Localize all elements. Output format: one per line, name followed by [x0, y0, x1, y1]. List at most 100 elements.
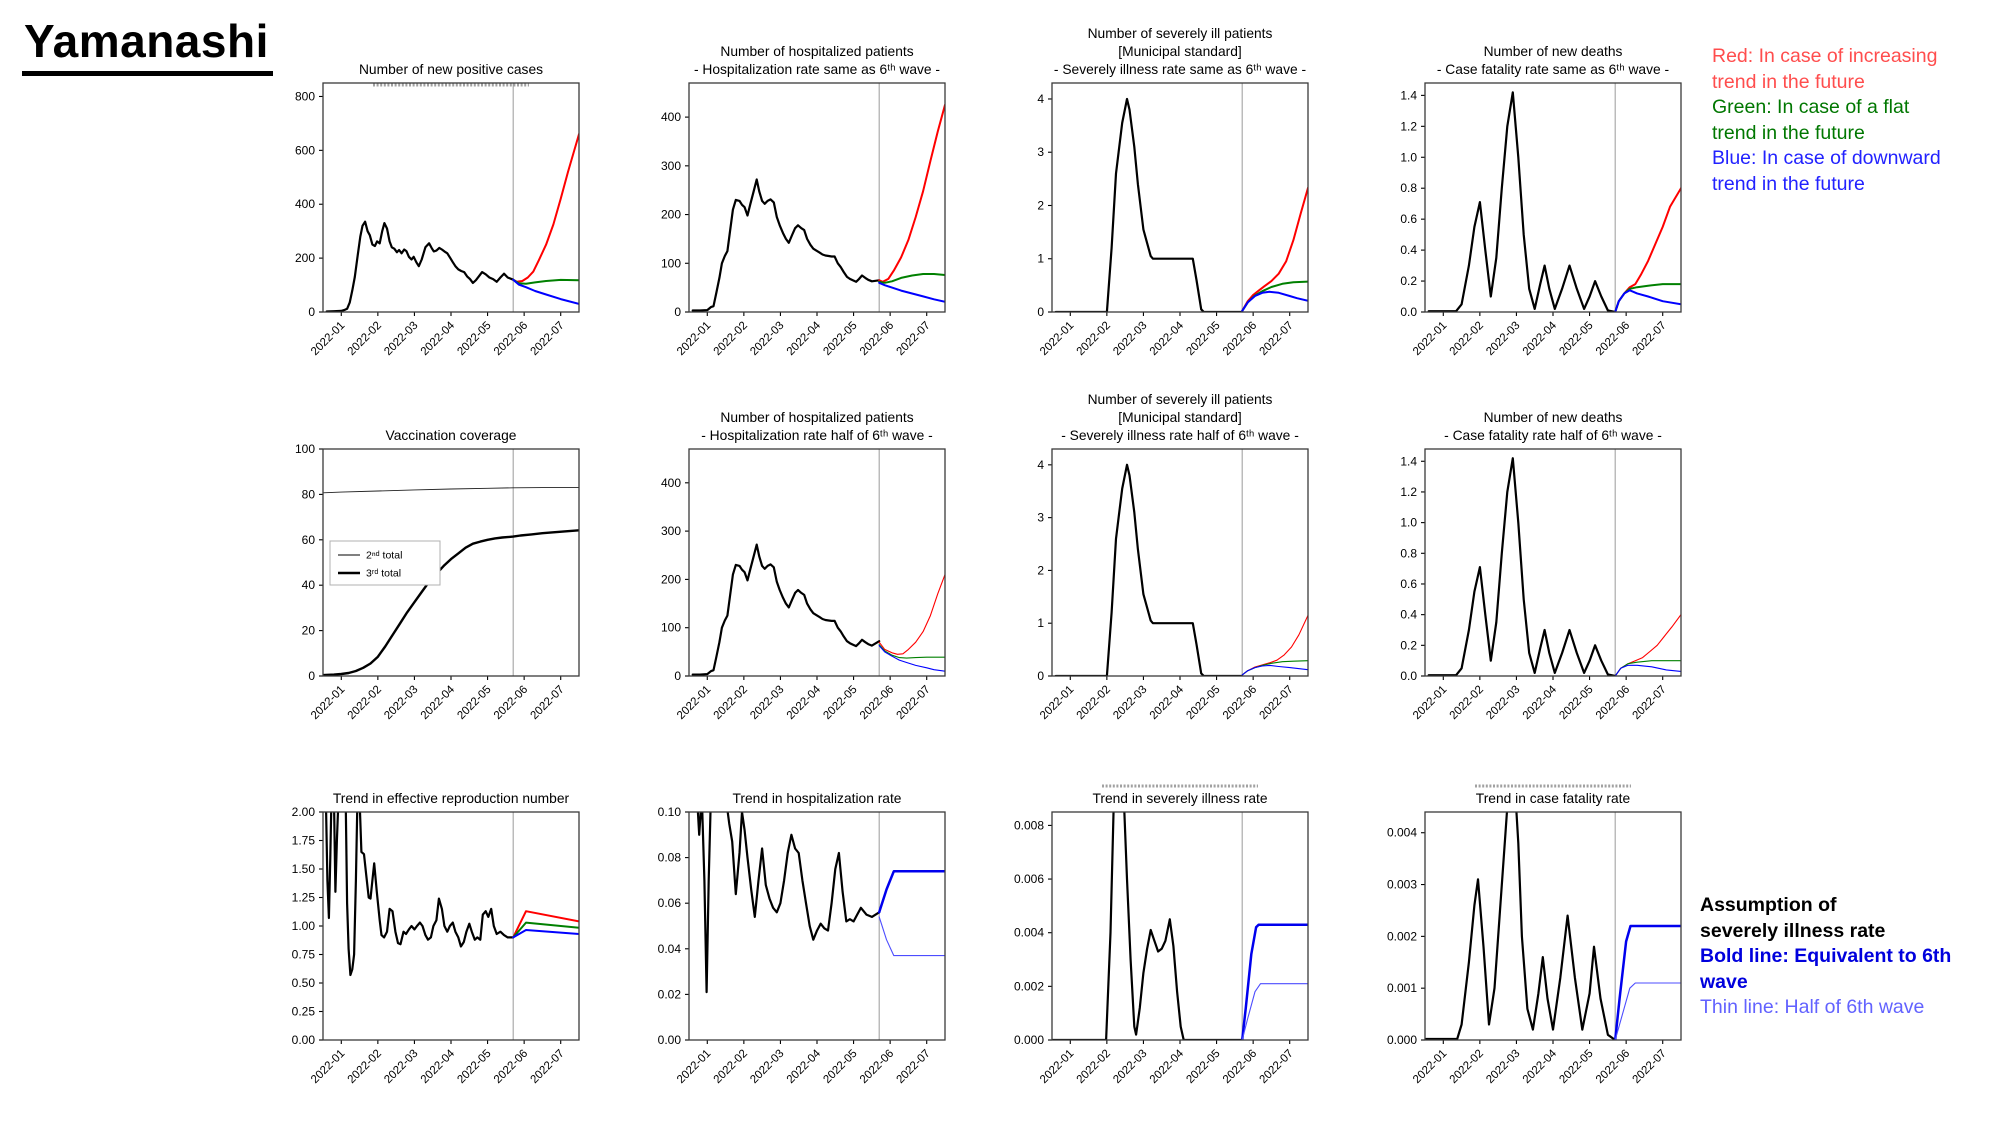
x-tick-label: 2022-01: [1038, 684, 1076, 722]
chart-canvas-r3c3: Trend in severely illness rate 0.000 0.002…: [1014, 784, 1309, 1086]
chart-title-line: Number of hospitalized patients: [720, 44, 913, 59]
x-tick-label: 2022-02: [1075, 1048, 1113, 1086]
series-increasing: [1241, 186, 1308, 312]
series-second-dose-total: [323, 487, 579, 494]
y-tick-label: 0.04: [658, 942, 682, 956]
y-tick-label: 0.6: [1400, 577, 1417, 591]
x-tick-label: 2022-03: [1484, 684, 1522, 722]
x-tick-label: 2022-03: [1484, 1048, 1522, 1086]
series-group: [691, 543, 945, 676]
series-history: [1425, 812, 1617, 1040]
chart-canvas-r1c4: Number of new deaths - Case fatality rate…: [1400, 44, 1682, 358]
series-equivalent-6th-wave: [877, 870, 945, 914]
y-tick-label: 0: [674, 669, 681, 683]
x-tick-label: 2022-03: [1111, 1048, 1149, 1086]
chart-canvas-r3c1: Trend in effective reproduction number 0.…: [292, 791, 580, 1086]
y-tick-label: 0.002: [1387, 929, 1417, 943]
x-tick-label: 2022-03: [382, 1048, 420, 1086]
y-tick-label: 0: [308, 669, 315, 683]
x-tick-label: 2022-05: [1557, 684, 1595, 722]
series-history: [325, 812, 515, 977]
chart-canvas-r2c1: Vaccination coverage0204060801002022-012…: [295, 428, 580, 722]
y-tick-label: 0.00: [292, 1033, 316, 1047]
x-tick-label: 2022-07: [528, 320, 566, 358]
y-tick-label: 0.25: [292, 1005, 316, 1019]
y-tick-label: 0.0: [1400, 669, 1417, 683]
chart-hospitalized-half-of-6th-wave: Number of hospitalized patients - Hospita…: [619, 379, 960, 751]
chart-hospitalization-rate: Trend in hospitalization rate 0.00 0.02 0.0…: [619, 742, 960, 1115]
x-tick-label: 2022-07: [1257, 320, 1295, 358]
chart-title-line: Number of hospitalized patients: [720, 410, 913, 425]
chart-title-line: Number of new deaths: [1484, 44, 1623, 59]
x-tick-label: 2022-04: [1148, 1047, 1187, 1086]
x-tick-label: 2022-04: [785, 683, 824, 722]
x-tick-label: 2022-05: [821, 1048, 859, 1086]
x-tick-label: 2022-07: [894, 1048, 932, 1086]
x-tick-label: 2022-03: [1111, 320, 1149, 358]
chart-title-line: - Severely illness rate same as 6ᵗʰ wave…: [1054, 62, 1306, 77]
x-tick-label: 2022-05: [1184, 684, 1222, 722]
series-history: [1054, 97, 1244, 312]
x-tick-label: 2022-07: [528, 1048, 566, 1086]
y-tick-label: 1.4: [1400, 88, 1417, 102]
y-tick-label: 1: [1037, 616, 1044, 630]
x-tick-label: 2022-06: [1594, 684, 1632, 722]
y-tick-label: 0.006: [1014, 872, 1044, 886]
x-tick-label: 2022-06: [858, 684, 896, 722]
x-tick-label: 2022-07: [1630, 320, 1668, 358]
y-tick-label: 4: [1037, 458, 1044, 472]
y-tick-label: 100: [295, 442, 315, 456]
legend-red: Red: In case of increasing trend in the …: [1712, 44, 2000, 95]
chart-title-line: - Hospitalization rate same as 6ᵗʰ wave …: [694, 62, 940, 77]
series-half-6th-wave: [878, 916, 945, 957]
y-tick-label: 400: [295, 197, 315, 211]
chart-vaccination-coverage: Vaccination coverage 0 20 40 60 80 100 2022-01 2…: [253, 379, 594, 751]
chart-severely-ill-same-as-6th-wave: Number of severely ill patients [Municipa…: [982, 13, 1323, 387]
series-flat: [1614, 660, 1681, 676]
x-tick-label: 2022-05: [821, 320, 859, 358]
assumption-thin-line-1: Thin line: Half of 6th wave: [1700, 996, 1925, 1018]
series-increasing: [878, 574, 945, 655]
y-tick-label: 1.0: [1400, 150, 1417, 164]
chart-title-line: Number of severely ill patients: [1088, 26, 1273, 41]
x-tick-label: 2022-06: [1594, 320, 1632, 358]
x-tick-label: 2022-02: [1448, 320, 1486, 358]
y-tick-label: 0.002: [1014, 979, 1044, 993]
legend-red-line-1: Red: In case of increasing: [1712, 45, 1938, 67]
assumption-title: Assumption of severely illness rate: [1700, 893, 2000, 944]
series-flat: [1614, 283, 1681, 312]
series-group: [1052, 812, 1308, 1040]
y-tick-label: 0.06: [658, 896, 682, 910]
x-tick-label: 2022-02: [1075, 684, 1113, 722]
y-tick-label: 0.4: [1400, 608, 1417, 622]
y-tick-label: 1.4: [1400, 454, 1417, 468]
y-tick-label: 3: [1037, 511, 1044, 525]
plot-border: [1051, 82, 1309, 313]
y-tick-label: 0.6: [1400, 212, 1417, 226]
x-tick-label: 2022-06: [492, 684, 530, 722]
chart-title-line: - Case fatality rate same as 6ᵗʰ wave -: [1437, 62, 1669, 77]
x-tick-label: 2022-03: [1484, 320, 1522, 358]
assumption-title-line-1: Assumption of: [1700, 894, 1837, 916]
legend-green: Green: In case of a flat trend in the fu…: [1712, 95, 2000, 146]
chart-title-line: Number of new deaths: [1484, 410, 1623, 425]
assumption-thin-line: Thin line: Half of 6th wave: [1700, 995, 2000, 1021]
chart-canvas-r2c2: Number of hospitalized patients - Hospita…: [661, 410, 946, 722]
y-tick-label: 0: [308, 305, 315, 319]
y-tick-label: 400: [661, 110, 681, 124]
x-tick-label: 2022-05: [1557, 320, 1595, 358]
y-tick-label: 0.008: [1014, 818, 1044, 832]
y-tick-label: 0: [674, 305, 681, 319]
series-history: [696, 812, 881, 994]
series-equivalent-6th-wave: [1240, 923, 1308, 1040]
y-tick-label: 60: [302, 533, 316, 547]
series-group: [325, 133, 579, 312]
series-flat: [1241, 660, 1308, 676]
chart-title-line: - Case fatality rate half of 6ᵗʰ wave -: [1444, 428, 1662, 443]
y-tick-label: 0.8: [1400, 546, 1417, 560]
series-group: [1425, 812, 1681, 1040]
x-tick-label: 2022-03: [748, 1048, 786, 1086]
x-tick-label: 2022-07: [1630, 1048, 1668, 1086]
y-tick-label: 200: [661, 572, 681, 586]
y-tick-label: 0.4: [1400, 243, 1417, 257]
